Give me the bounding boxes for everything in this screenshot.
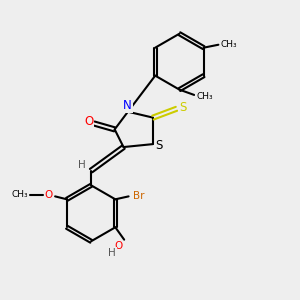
Text: O: O xyxy=(114,241,122,250)
Text: H: H xyxy=(108,248,116,258)
Text: S: S xyxy=(179,101,187,114)
Text: O: O xyxy=(84,115,93,128)
Text: H: H xyxy=(78,160,86,170)
Text: CH₃: CH₃ xyxy=(11,190,28,199)
Text: N: N xyxy=(123,99,132,112)
Text: O: O xyxy=(44,190,53,200)
Text: CH₃: CH₃ xyxy=(196,92,213,100)
Text: S: S xyxy=(156,139,163,152)
Text: Br: Br xyxy=(133,191,144,201)
Text: CH₃: CH₃ xyxy=(220,40,237,49)
